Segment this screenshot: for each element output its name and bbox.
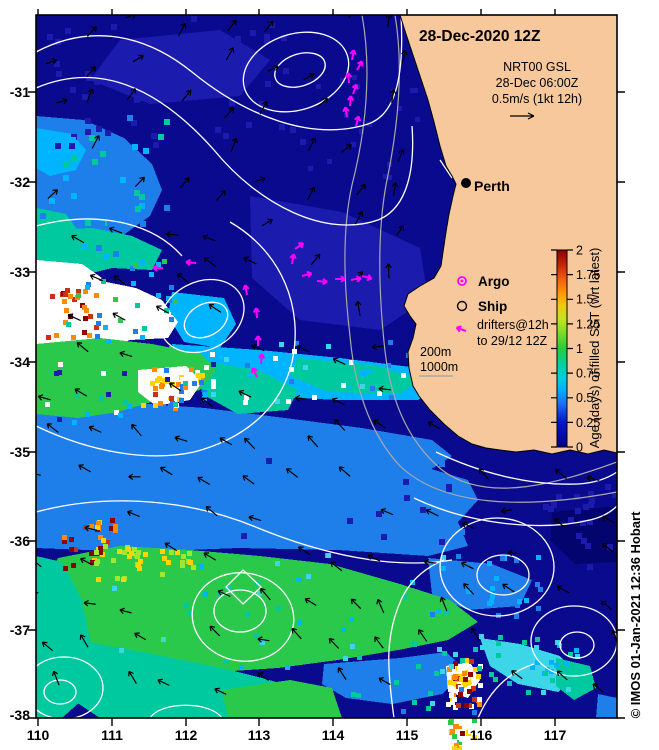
- run-info-block: NRT00 GSL 28-Dec 06:00Z 0.5m/s (1kt 12h): [492, 60, 582, 120]
- colorbar-tick-label: 0: [576, 441, 583, 455]
- drifter-marker-icon: [455, 325, 467, 333]
- x-axis-ticks-bottom: [37, 718, 556, 726]
- colorbar-tick-label: 0.75: [576, 367, 600, 381]
- colorbar-tick-label: 2: [576, 244, 583, 258]
- argo-label: Argo: [478, 274, 510, 289]
- x-tick-label: 116: [470, 727, 493, 743]
- x-tick-label: 113: [248, 727, 271, 743]
- map-legend: Argo Ship drifters@12h to 29/12 12Z 200m…: [419, 274, 549, 377]
- bathymetry-contours: [344, 15, 617, 503]
- x-tick-label: 117: [544, 727, 567, 743]
- colorbar: 2 1.75 1.5 1.25 1 0.75 0.5 0.25 0 Age (d…: [551, 244, 602, 455]
- colorbar-ticks-left: [551, 249, 557, 448]
- plot-border: [35, 14, 618, 719]
- x-tick-label: 111: [101, 727, 123, 743]
- map-title: 28-Dec-2020 12Z: [419, 28, 541, 45]
- current-vector-arrows: [36, 15, 617, 695]
- city-label: Perth: [474, 178, 510, 194]
- depth-1000m-label: 1000m: [420, 360, 458, 374]
- drifter-vector-arrows: [152, 49, 373, 378]
- y-tick-label: -36: [10, 533, 30, 549]
- argo-marker-icon: [457, 276, 467, 286]
- y-tick-label: -35: [10, 444, 30, 460]
- run-info-line1: NRT00 GSL: [503, 60, 571, 74]
- x-tick-label: 114: [322, 727, 345, 743]
- colorbar-tick-label: 1.25: [576, 317, 600, 331]
- run-info-line3: 0.5m/s (1kt 12h): [492, 92, 582, 106]
- credit-line: © IMOS 01-Jan-2021 12:36 Hobart: [628, 511, 643, 718]
- perth-marker: Perth: [461, 178, 510, 194]
- y-tick-label: -37: [10, 622, 30, 638]
- y-tick-label: -31: [10, 84, 30, 100]
- y-axis-ticks-left: [28, 91, 36, 719]
- small-island: [434, 301, 438, 305]
- colorbar-tick-label: 0.5: [576, 391, 593, 405]
- colorbar-tick-label: 1.75: [576, 268, 600, 282]
- colorbar-gradient: [556, 249, 568, 448]
- run-info-line2: 28-Dec 06:00Z: [496, 76, 579, 90]
- argo-marker-dot: [460, 279, 464, 283]
- x-axis-ticks-top: [37, 9, 556, 15]
- y-tick-label: -34: [10, 354, 30, 370]
- ship-label: Ship: [478, 299, 507, 314]
- ship-marker-icon: [456, 300, 468, 312]
- y-tick-label: -38: [10, 707, 30, 723]
- y-tick-label: -32: [10, 174, 30, 190]
- x-tick-label: 110: [27, 727, 50, 743]
- colorbar-axis-label: Age (days) of filled SST (wrt latest): [587, 248, 602, 449]
- map-plot-area: [36, 15, 617, 718]
- y-tick-label: -33: [10, 264, 30, 280]
- colorbar-tick-label: 1.5: [576, 293, 593, 307]
- drifters-label-line1: drifters@12h: [477, 318, 549, 332]
- below-axis-speckles: [448, 718, 477, 750]
- city-dot-icon: [461, 178, 471, 188]
- scale-arrow-icon: [510, 112, 535, 120]
- x-tick-label: 112: [175, 727, 198, 743]
- small-island: [428, 296, 432, 300]
- depth-200m-label: 200m: [420, 345, 451, 359]
- x-tick-label: 115: [396, 727, 419, 743]
- colorbar-ticks-right: [567, 249, 573, 448]
- sea-level-contours: [36, 15, 617, 718]
- drifters-label-line2: to 29/12 12Z: [477, 334, 548, 348]
- y-axis-ticks-right: [617, 91, 625, 719]
- colorbar-tick-label: 0.25: [576, 416, 600, 430]
- axes: 110 111 112 113 114 115 116 117 -31 -32 …: [10, 9, 625, 743]
- colorbar-tick-label: 1: [576, 342, 583, 356]
